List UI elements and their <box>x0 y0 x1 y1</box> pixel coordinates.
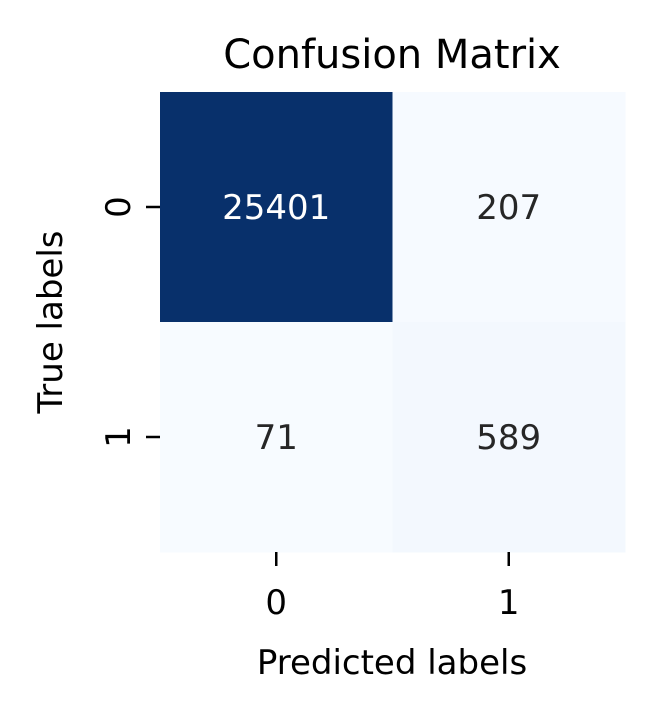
x-axis-label: Predicted labels <box>257 643 527 683</box>
cell-value-label-1-0: 71 <box>255 418 298 458</box>
y-axis: 01 <box>99 196 160 448</box>
cell-value-label-0-1: 207 <box>476 188 541 228</box>
heatmap-cells: 25401 207 71 589 <box>160 92 626 553</box>
heatmap-cell-1-0 <box>160 322 393 553</box>
y-axis-label: True labels <box>31 231 71 415</box>
x-tick-label-1: 1 <box>498 583 520 623</box>
heatmap-cell-1-1 <box>392 322 626 553</box>
cell-value-label-1-1: 589 <box>476 418 541 458</box>
chart-title: Confusion Matrix <box>223 32 561 78</box>
y-tick-label-1: 1 <box>99 426 139 448</box>
heatmap-cell-0-1 <box>392 92 626 323</box>
x-tick-label-0: 0 <box>265 583 287 623</box>
y-tick-label-0: 0 <box>99 196 139 218</box>
heatmap-cell-0-0 <box>160 92 393 323</box>
cell-value-label-0-0: 25401 <box>222 188 330 228</box>
